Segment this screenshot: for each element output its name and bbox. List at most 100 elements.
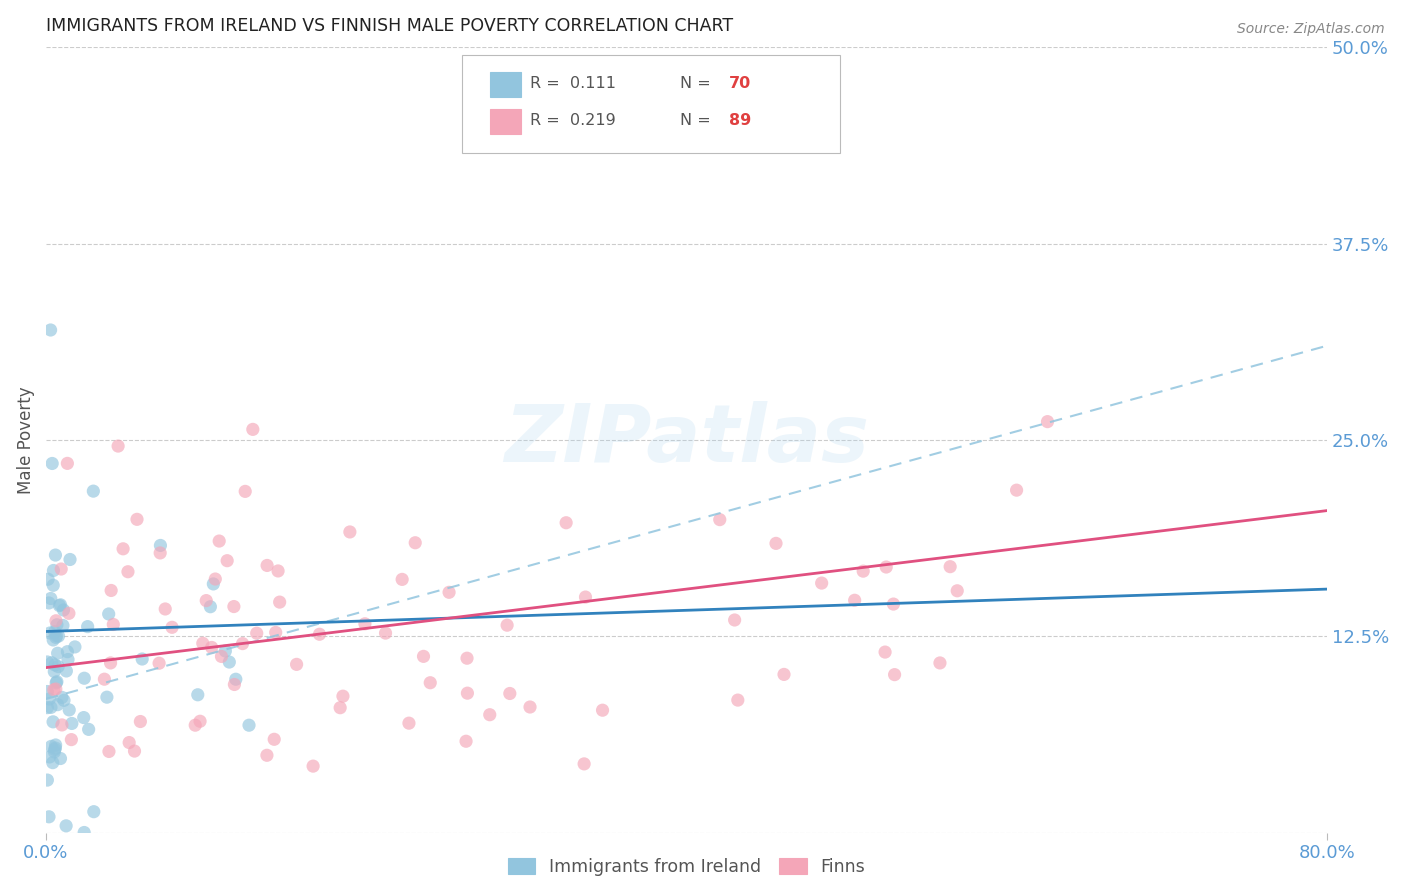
Finns <box>339 524 361 539</box>
Immigrants from Ireland <box>44 741 66 756</box>
Finns <box>100 583 122 598</box>
Finns <box>709 513 731 527</box>
Finns <box>852 564 875 578</box>
Immigrants from Ireland <box>52 618 75 632</box>
Finns <box>184 718 207 732</box>
Finns <box>555 516 578 530</box>
Immigrants from Ireland <box>53 693 76 707</box>
Finns <box>875 645 897 659</box>
Immigrants from Ireland <box>45 676 67 690</box>
Finns <box>456 686 478 700</box>
Immigrants from Ireland <box>42 714 65 729</box>
Immigrants from Ireland <box>238 718 260 732</box>
Immigrants from Ireland <box>82 484 104 499</box>
Finns <box>939 559 962 574</box>
Finns <box>496 618 519 632</box>
Finns <box>723 613 745 627</box>
Immigrants from Ireland <box>42 578 65 592</box>
Text: 89: 89 <box>728 113 751 128</box>
Immigrants from Ireland <box>44 745 66 759</box>
Immigrants from Ireland <box>60 716 83 731</box>
Finns <box>354 616 377 631</box>
Immigrants from Ireland <box>46 659 69 673</box>
Immigrants from Ireland <box>55 664 77 678</box>
Finns <box>191 636 214 650</box>
Finns <box>60 732 83 747</box>
Finns <box>195 593 218 607</box>
Finns <box>374 626 396 640</box>
Immigrants from Ireland <box>39 626 62 640</box>
Finns <box>929 656 952 670</box>
Finns <box>129 714 152 729</box>
Finns <box>773 667 796 681</box>
Immigrants from Ireland <box>73 710 96 724</box>
Text: N =: N = <box>681 76 711 91</box>
Finns <box>883 667 905 681</box>
Finns <box>124 744 146 758</box>
Immigrants from Ireland <box>96 690 118 705</box>
Immigrants from Ireland <box>45 629 67 643</box>
Finns <box>264 625 287 640</box>
Finns <box>302 759 325 773</box>
Finns <box>58 607 80 621</box>
Finns <box>93 672 115 686</box>
Finns <box>454 734 477 748</box>
Immigrants from Ireland <box>44 665 66 679</box>
Finns <box>391 573 413 587</box>
Finns <box>329 700 352 714</box>
Immigrants from Ireland <box>44 548 66 562</box>
Immigrants from Ireland <box>38 750 60 764</box>
Finns <box>269 595 291 609</box>
Finns <box>232 637 254 651</box>
Finns <box>267 564 290 578</box>
Finns <box>148 657 170 671</box>
Finns <box>875 560 897 574</box>
Finns <box>155 602 177 616</box>
FancyBboxPatch shape <box>463 55 841 153</box>
Immigrants from Ireland <box>37 684 59 698</box>
Finns <box>125 512 148 526</box>
Finns <box>201 640 224 655</box>
Immigrants from Ireland <box>39 323 62 337</box>
Immigrants from Ireland <box>97 607 120 621</box>
Immigrants from Ireland <box>44 742 66 756</box>
Finns <box>45 681 67 696</box>
Immigrants from Ireland <box>39 739 62 754</box>
Finns <box>1036 415 1059 429</box>
Finns <box>204 572 226 586</box>
FancyBboxPatch shape <box>491 109 522 134</box>
Text: N =: N = <box>681 113 711 128</box>
Text: R =  0.111: R = 0.111 <box>530 76 616 91</box>
Immigrants from Ireland <box>56 645 79 659</box>
Immigrants from Ireland <box>37 700 59 714</box>
Text: ZIPatlas: ZIPatlas <box>503 401 869 479</box>
Immigrants from Ireland <box>46 646 69 660</box>
Immigrants from Ireland <box>38 596 60 610</box>
Immigrants from Ireland <box>45 617 67 632</box>
Immigrants from Ireland <box>73 825 96 839</box>
Finns <box>217 554 239 568</box>
Immigrants from Ireland <box>44 658 66 673</box>
Immigrants from Ireland <box>38 810 60 824</box>
Immigrants from Ireland <box>200 599 222 614</box>
Finns <box>643 71 665 86</box>
Immigrants from Ireland <box>63 640 86 654</box>
Immigrants from Ireland <box>48 629 70 643</box>
Finns <box>308 627 330 641</box>
Finns <box>160 620 183 634</box>
Finns <box>224 677 246 691</box>
Y-axis label: Male Poverty: Male Poverty <box>17 386 35 494</box>
Immigrants from Ireland <box>48 599 70 613</box>
Text: IMMIGRANTS FROM IRELAND VS FINNISH MALE POVERTY CORRELATION CHART: IMMIGRANTS FROM IRELAND VS FINNISH MALE … <box>46 17 733 35</box>
Finns <box>765 536 787 550</box>
Finns <box>256 748 278 763</box>
Text: Source: ZipAtlas.com: Source: ZipAtlas.com <box>1237 22 1385 37</box>
Immigrants from Ireland <box>39 591 62 606</box>
Finns <box>810 576 832 591</box>
Immigrants from Ireland <box>38 692 60 706</box>
Finns <box>97 744 120 758</box>
Finns <box>117 565 139 579</box>
Finns <box>456 651 478 665</box>
Immigrants from Ireland <box>58 703 80 717</box>
Finns <box>592 703 614 717</box>
